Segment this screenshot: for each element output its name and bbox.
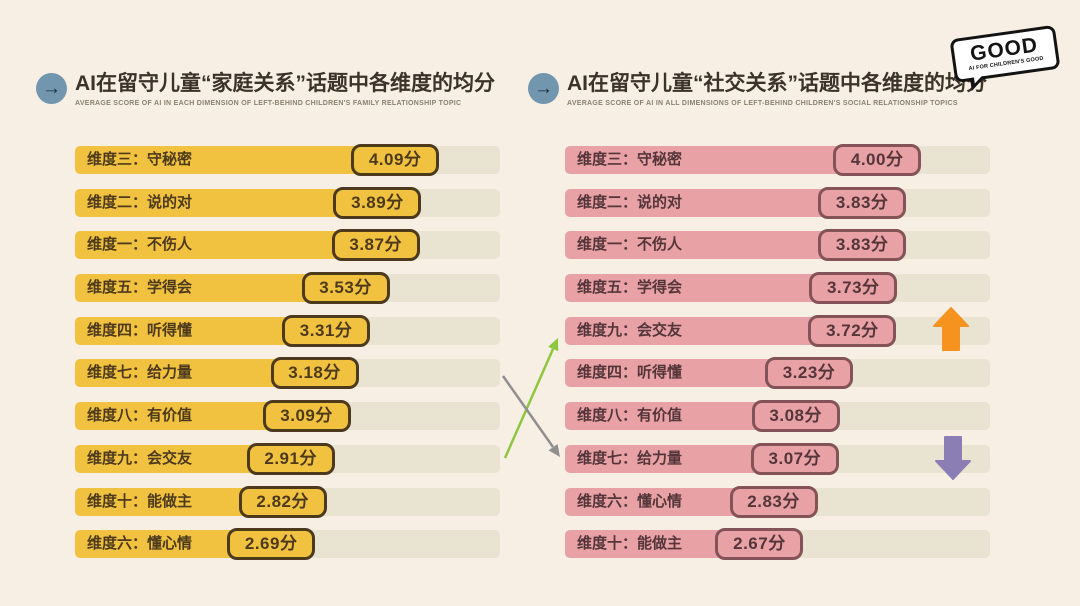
score-badge: 3.72分 — [808, 314, 897, 347]
bar-fill: 3.73分 — [565, 272, 898, 305]
bar-label: 维度三：守秘密 — [87, 151, 193, 168]
bar-row: 3.07分 维度七：给力量 — [565, 442, 990, 475]
score-badge: 3.08分 — [751, 400, 840, 433]
bar-fill: 2.83分 — [565, 485, 818, 518]
bar-fill: 3.23分 — [565, 357, 853, 390]
bar-label: 维度一：不伤人 — [87, 236, 193, 254]
bar-label: 维度十：能做主 — [577, 535, 683, 553]
bar-fill: 3.08分 — [565, 400, 840, 433]
arrow-circle-icon: → — [36, 73, 67, 104]
bar-row: 4.00分 维度三：守秘密 — [565, 144, 990, 176]
bar-label: 维度二：说的对 — [577, 193, 683, 211]
score-badge: 3.83分 — [818, 229, 907, 262]
family-chart-subtitle: AVERAGE SCORE OF AI IN EACH DIMENSION OF… — [75, 100, 462, 107]
bar-fill: 4.09分 — [75, 144, 440, 176]
social-chart: 4.00分 维度三：守秘密 3.83分 维度二：说的对 3.83分 维度一：不伤… — [565, 144, 990, 573]
score-badge: 3.18分 — [270, 357, 359, 390]
arrow-circle-icon: → — [528, 73, 559, 104]
score-badge: 2.67分 — [715, 528, 804, 561]
decrease-arrow-icon — [935, 436, 971, 480]
bar-row: 3.73分 维度五：学得会 — [565, 272, 990, 305]
score-badge: 3.23分 — [764, 357, 853, 390]
bar-fill: 2.82分 — [75, 485, 327, 518]
score-badge: 2.91分 — [246, 442, 335, 475]
bar-row: 2.82分 维度十：能做主 — [75, 485, 500, 518]
bar-row: 4.09分 维度三：守秘密 — [75, 144, 500, 176]
bar-fill: 2.91分 — [75, 442, 335, 475]
score-badge: 4.09分 — [351, 144, 440, 176]
bar-fill: 3.87分 — [75, 229, 420, 262]
bar-row: 3.89分 维度二：说的对 — [75, 186, 500, 219]
bar-row: 3.31分 维度四：听得懂 — [75, 314, 500, 347]
bar-label: 维度八：有价值 — [577, 407, 683, 425]
bar-label: 维度七：给力量 — [87, 364, 193, 382]
connector-down-arrow — [501, 375, 560, 457]
bar-row: 3.53分 维度五：学得会 — [75, 272, 500, 305]
bar-fill: 3.09分 — [75, 400, 351, 433]
score-badge: 3.83分 — [818, 186, 907, 219]
bar-row: 2.69分 维度六：懂心情 — [75, 528, 500, 561]
score-badge: 4.00分 — [833, 144, 922, 176]
bar-label: 维度四：听得懂 — [87, 321, 193, 339]
family-chart: 4.09分 维度三：守秘密 3.89分 维度二：说的对 3.87分 维度一：不伤… — [75, 144, 500, 573]
bar-row: 3.08分 维度八：有价值 — [565, 400, 990, 433]
bar-row: 3.83分 维度一：不伤人 — [565, 229, 990, 262]
bar-label: 维度九：会交友 — [87, 449, 193, 467]
score-badge: 3.31分 — [282, 314, 371, 347]
bar-label: 维度三：守秘密 — [577, 151, 683, 168]
bar-fill: 3.89分 — [75, 186, 422, 219]
bar-fill: 4.00分 — [565, 144, 922, 176]
bar-fill: 3.72分 — [565, 314, 897, 347]
bar-row: 3.83分 维度二：说的对 — [565, 186, 990, 219]
score-badge: 3.53分 — [301, 272, 390, 305]
social-chart-title: AI在留守儿童“社交关系”话题中各维度的均分 — [567, 72, 987, 95]
bar-label: 维度五：学得会 — [577, 279, 683, 297]
bar-label: 维度六：懂心情 — [87, 535, 193, 553]
connector-up-arrow — [503, 338, 559, 459]
bar-fill: 3.83分 — [565, 229, 907, 262]
score-badge: 3.09分 — [262, 400, 351, 433]
bar-label: 维度七：给力量 — [577, 449, 683, 467]
bar-row: 3.18分 维度七：给力量 — [75, 357, 500, 390]
score-badge: 3.07分 — [750, 442, 839, 475]
bar-fill: 3.18分 — [75, 357, 359, 390]
bar-row: 2.67分 维度十：能做主 — [565, 528, 990, 561]
bar-label: 维度五：学得会 — [87, 279, 193, 297]
score-badge: 3.89分 — [333, 186, 422, 219]
score-badge: 3.87分 — [331, 229, 420, 262]
bar-row: 3.23分 维度四：听得懂 — [565, 357, 990, 390]
increase-arrow-icon — [933, 307, 969, 351]
family-chart-title: AI在留守儿童“家庭关系”话题中各维度的均分 — [75, 72, 495, 95]
bar-row: 3.09分 维度八：有价值 — [75, 400, 500, 433]
bar-fill: 3.53分 — [75, 272, 390, 305]
family-chart-header: → AI在留守儿童“家庭关系”话题中各维度的均分 AVERAGE SCORE O… — [36, 71, 495, 107]
bar-label: 维度四：听得懂 — [577, 364, 683, 382]
score-badge: 3.73分 — [809, 272, 898, 305]
bar-label: 维度八：有价值 — [87, 407, 193, 425]
bar-row: 2.91分 维度九：会交友 — [75, 442, 500, 475]
bar-fill: 2.69分 — [75, 528, 316, 561]
bar-row: 3.87分 维度一：不伤人 — [75, 229, 500, 262]
bar-fill: 2.67分 — [565, 528, 804, 561]
bar-label: 维度六：懂心情 — [577, 492, 683, 510]
bar-label: 维度二：说的对 — [87, 193, 193, 211]
bar-row: 2.83分 维度六：懂心情 — [565, 485, 990, 518]
good-logo: GOOD AI FOR CHILDREN'S GOOD — [949, 24, 1061, 84]
bar-fill: 3.83分 — [565, 186, 907, 219]
bar-label: 维度九：会交友 — [577, 321, 683, 339]
bar-label: 维度十：能做主 — [87, 492, 193, 510]
score-badge: 2.69分 — [227, 528, 316, 561]
score-badge: 2.83分 — [729, 485, 818, 518]
social-chart-subtitle: AVERAGE SCORE OF AI IN ALL DIMENSIONS OF… — [567, 100, 958, 107]
bar-fill: 3.07分 — [565, 442, 839, 475]
bar-fill: 3.31分 — [75, 314, 371, 347]
score-badge: 2.82分 — [238, 485, 327, 518]
social-chart-header: → AI在留守儿童“社交关系”话题中各维度的均分 AVERAGE SCORE O… — [528, 71, 987, 107]
bar-label: 维度一：不伤人 — [577, 236, 683, 254]
bar-row: 3.72分 维度九：会交友 — [565, 314, 990, 347]
